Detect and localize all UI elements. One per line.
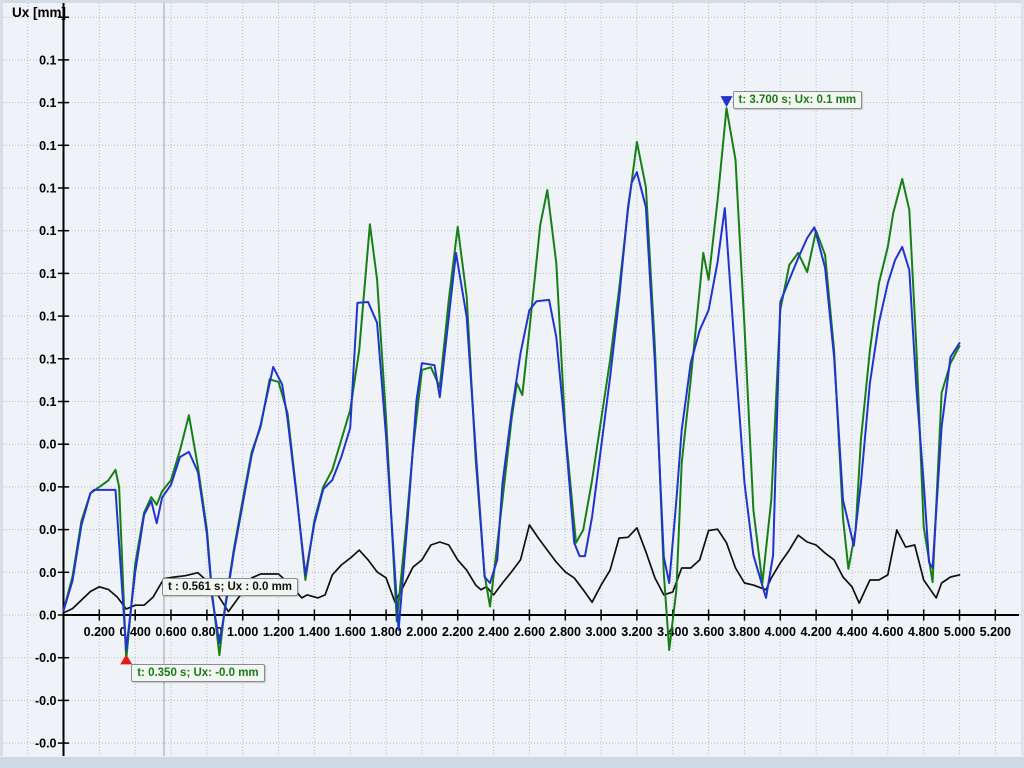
- x-tick-label: 1.600: [335, 625, 366, 639]
- y-tick-label: -0.0: [35, 737, 57, 751]
- x-tick-label: 5.200: [980, 625, 1011, 639]
- x-tick-label: 3.200: [621, 625, 652, 639]
- window-border-top: [0, 0, 1024, 3]
- x-tick-label: 1.800: [370, 625, 401, 639]
- y-axis-title: Ux [mm]: [12, 5, 67, 20]
- x-tick-label: 2.400: [478, 625, 509, 639]
- y-tick-label: 0.1: [39, 53, 56, 67]
- x-tick-label: 3.400: [657, 625, 688, 639]
- max-marker-icon: [720, 96, 733, 108]
- x-tick-label: 1.000: [227, 625, 258, 639]
- y-tick-label: 0.1: [39, 310, 56, 324]
- x-tick-label: 0.800: [191, 625, 222, 639]
- annotation-min: t: 0.350 s; Ux: -0.0 mm: [131, 663, 265, 682]
- annotation-cursor: t : 0.561 s; Ux : 0.0 mm: [162, 577, 299, 596]
- y-tick-label: 0.1: [39, 224, 56, 238]
- y-tick-label: -0.0: [35, 651, 57, 665]
- x-tick-label: 4.000: [765, 625, 796, 639]
- annotation-max: t: 3.700 s; Ux: 0.1 mm: [732, 91, 863, 110]
- x-tick-label: 4.400: [836, 625, 867, 639]
- window-border-bottom: [0, 756, 1024, 768]
- y-tick-label: 0.1: [39, 267, 56, 281]
- x-tick-label: 2.800: [550, 625, 581, 639]
- x-tick-label: 4.200: [800, 625, 831, 639]
- x-tick-label: 5.000: [944, 625, 975, 639]
- y-tick-label: 0.1: [39, 182, 56, 196]
- x-tick-label: 0.200: [84, 625, 115, 639]
- y-tick-label: 0.1: [39, 139, 56, 153]
- series-blue-line[interactable]: [62, 171, 961, 651]
- x-tick-label: 2.200: [442, 625, 473, 639]
- axes: [62, 3, 1019, 756]
- series-black-line[interactable]: [62, 524, 961, 614]
- y-tick-label: 0.0: [39, 438, 56, 452]
- y-tick-label: 0.0: [39, 523, 56, 537]
- y-tick-label: 0.0: [39, 566, 56, 580]
- y-tick-label: 0.0: [39, 609, 56, 623]
- y-tick-label: -0.0: [35, 694, 57, 708]
- x-tick-label: 1.400: [299, 625, 330, 639]
- x-tick-label: 1.200: [263, 625, 294, 639]
- window-border-left: [0, 0, 3, 768]
- x-tick-label: 3.800: [729, 625, 760, 639]
- min-marker-icon: [120, 654, 133, 665]
- y-tick-label: 0.1: [39, 352, 56, 366]
- x-tick-label: 4.800: [908, 625, 939, 639]
- x-tick-label: 3.000: [585, 625, 616, 639]
- y-tick-label: 0.0: [39, 480, 56, 494]
- window-border-right: [1021, 0, 1024, 768]
- y-tick-label: 0.1: [39, 96, 56, 110]
- x-tick-label: 4.600: [872, 625, 903, 639]
- x-tick-label: 3.600: [693, 625, 724, 639]
- y-tick-label: 0.1: [39, 395, 56, 409]
- x-tick-label: 2.600: [514, 625, 545, 639]
- x-tick-label: 2.000: [406, 625, 437, 639]
- x-tick-label: 0.600: [155, 625, 186, 639]
- axis-ticks-and-labels: 0.200 0.400 0.600 0.800 1.000 1.200 1.400 1.600…: [35, 16, 1011, 751]
